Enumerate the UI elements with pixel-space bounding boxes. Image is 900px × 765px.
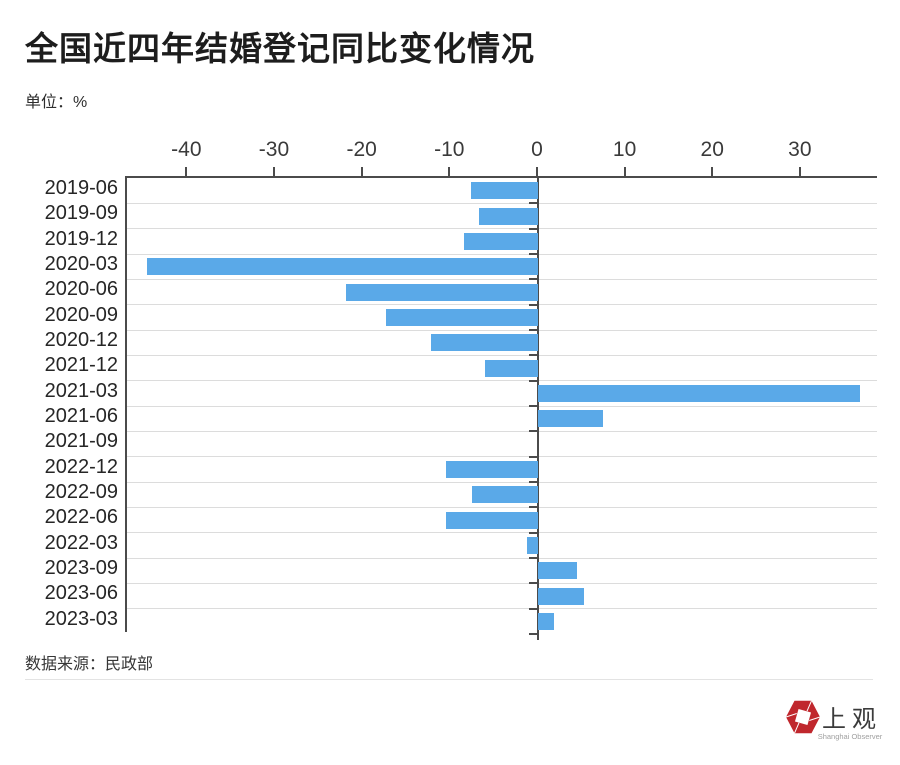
zero-baseline-tick (528, 405, 538, 407)
category-label: 2019-09 (44, 202, 118, 225)
gridline (127, 430, 877, 432)
x-axis-tick-mark (623, 167, 626, 176)
x-axis-tick-mark (711, 167, 714, 176)
bar-2023-09 (537, 562, 578, 580)
bar-2019-06 (470, 182, 538, 200)
category-label: 2023-09 (44, 557, 118, 580)
category-label: 2022-09 (44, 481, 118, 504)
gridline (127, 481, 877, 483)
plot-area (125, 176, 877, 640)
category-label: 2020-12 (44, 329, 118, 352)
bar-2020-06 (345, 283, 538, 301)
x-axis-tick-label: -40 (171, 138, 202, 161)
zero-baseline-tick (528, 379, 538, 382)
category-label: 2022-03 (44, 531, 118, 554)
x-axis-tick-label: 20 (700, 138, 724, 161)
bar-2020-09 (385, 308, 538, 326)
zero-baseline-tick (528, 278, 538, 281)
gridline (127, 202, 877, 204)
gridline (127, 405, 877, 407)
x-axis-tick-mark (360, 167, 363, 176)
zero-baseline-tick (528, 455, 538, 458)
x-axis-tick-mark (535, 167, 538, 176)
logo-text-en: Shanghai Observer (817, 732, 883, 741)
category-label: 2020-06 (44, 278, 118, 301)
bar-2022-09 (472, 486, 538, 504)
category-label: 2023-03 (44, 607, 118, 630)
zero-baseline-tick (528, 354, 538, 357)
category-label: 2019-06 (44, 177, 118, 200)
x-axis-tick-mark (798, 167, 801, 176)
x-axis-tick-label: -30 (258, 138, 290, 161)
gridline (127, 228, 877, 230)
zero-baseline-tick (528, 253, 538, 255)
category-label: 2021-09 (44, 430, 118, 453)
bar-2022-12 (446, 460, 538, 478)
gridline (127, 354, 877, 356)
source-label: 数据来源：民政部 (25, 656, 154, 673)
zero-baseline (536, 178, 539, 640)
x-axis-tick-label: 0 (531, 138, 543, 161)
bar-2020-03 (147, 258, 538, 276)
gridline (127, 608, 877, 610)
zero-baseline-tick (528, 582, 538, 585)
chart-title: 全国近四年结婚登记同比变化情况 (25, 30, 535, 67)
publisher-logo: 上观 Shanghai Observer (786, 698, 886, 746)
category-label: 2021-06 (44, 405, 118, 428)
gridline (127, 380, 877, 382)
gridline (127, 506, 877, 508)
gridline (127, 532, 877, 534)
bar-2020-12 (431, 334, 538, 352)
category-label: 2021-12 (44, 354, 118, 377)
zero-baseline-tick (528, 557, 538, 559)
bar-2022-03 (527, 536, 538, 554)
bar-2023-06 (537, 587, 585, 605)
gridline (127, 456, 877, 458)
unit-label: 单位：% (25, 94, 88, 111)
zero-baseline-tick (528, 531, 538, 534)
zero-baseline-tick (528, 329, 538, 331)
gridline (127, 278, 877, 280)
category-label: 2020-09 (44, 303, 118, 326)
x-axis-tick-label: -10 (434, 138, 465, 161)
category-label: 2022-06 (44, 506, 118, 529)
category-label: 2022-12 (44, 455, 118, 478)
category-label: 2023-06 (44, 582, 118, 605)
gridline (127, 329, 877, 331)
bar-2022-06 (446, 511, 538, 529)
x-axis-tick-mark (448, 167, 451, 176)
x-axis-tick-label: -20 (346, 138, 377, 161)
bar-2021-12 (484, 359, 538, 377)
x-axis-tick-label: 10 (612, 138, 637, 161)
shanghai-observer-logo-icon (786, 700, 820, 734)
zero-baseline-tick (528, 430, 538, 433)
footer-divider (25, 679, 873, 680)
bar-2019-12 (463, 232, 538, 250)
x-axis-tick-mark (272, 167, 275, 176)
gridline (127, 582, 877, 584)
bar-2023-03 (537, 612, 554, 630)
x-axis: -40 -30 -20 -10 0 10 20 30 (125, 138, 877, 176)
category-label: 2019-12 (44, 227, 118, 250)
bar-2019-09 (479, 207, 538, 225)
category-label: 2021-03 (44, 379, 118, 402)
zero-baseline-tick (528, 202, 538, 205)
logo-text-cn: 上观 (822, 707, 882, 733)
zero-baseline-tick (528, 481, 538, 483)
zero-baseline-tick (528, 607, 538, 610)
bar-2021-06 (537, 410, 603, 428)
gridline (127, 253, 877, 255)
category-axis: 2019-06 2019-09 2019-12 2020-03 2020-06 2020-… (0, 176, 118, 632)
zero-baseline-tick (528, 506, 538, 509)
zero-baseline-tick (528, 227, 538, 230)
bar-2021-03 (537, 384, 860, 402)
zero-baseline-tick (528, 633, 538, 635)
gridline (127, 304, 877, 306)
x-axis-tick-mark (185, 167, 188, 176)
zero-baseline-tick (528, 303, 538, 306)
gridline (127, 557, 877, 559)
category-label: 2020-03 (44, 253, 118, 276)
x-axis-tick-label: 30 (788, 138, 812, 161)
